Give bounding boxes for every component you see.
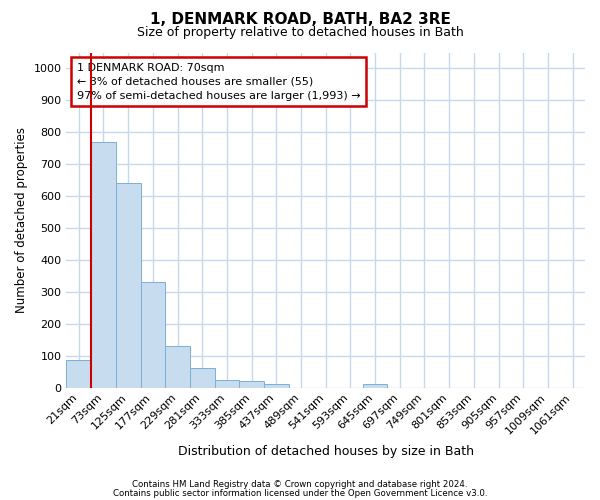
Bar xyxy=(363,384,388,388)
Text: 1 DENMARK ROAD: 70sqm
← 3% of detached houses are smaller (55)
97% of semi-detac: 1 DENMARK ROAD: 70sqm ← 3% of detached h… xyxy=(77,62,361,100)
Bar xyxy=(67,360,91,388)
Bar xyxy=(190,368,215,388)
Bar xyxy=(239,381,264,388)
Text: Size of property relative to detached houses in Bath: Size of property relative to detached ho… xyxy=(137,26,463,39)
Bar xyxy=(140,282,165,388)
Text: Contains public sector information licensed under the Open Government Licence v3: Contains public sector information licen… xyxy=(113,488,487,498)
Bar xyxy=(264,384,289,388)
Text: Contains HM Land Registry data © Crown copyright and database right 2024.: Contains HM Land Registry data © Crown c… xyxy=(132,480,468,489)
Bar xyxy=(116,184,140,388)
Bar xyxy=(165,346,190,388)
Bar xyxy=(91,142,116,388)
Y-axis label: Number of detached properties: Number of detached properties xyxy=(15,127,28,313)
X-axis label: Distribution of detached houses by size in Bath: Distribution of detached houses by size … xyxy=(178,444,474,458)
Bar xyxy=(215,380,239,388)
Text: 1, DENMARK ROAD, BATH, BA2 3RE: 1, DENMARK ROAD, BATH, BA2 3RE xyxy=(149,12,451,28)
